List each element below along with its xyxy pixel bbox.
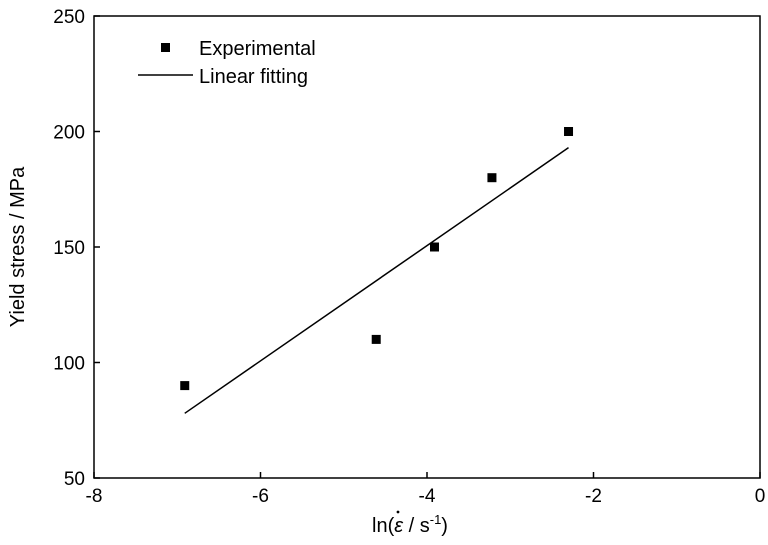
experimental-data-point bbox=[371, 334, 381, 344]
y-tick-label: 50 bbox=[64, 469, 85, 490]
x-axis-title: ln(ε / s-1) bbox=[372, 512, 448, 537]
fit-line-layer bbox=[184, 147, 569, 414]
legend-experimental-label: Experimental bbox=[199, 38, 316, 60]
y-axis-ticks: 50 100 150 200 250 bbox=[53, 7, 100, 490]
x-tick-label: -8 bbox=[86, 486, 103, 507]
x-axis-ticks: -8 -6 -4 -2 0 bbox=[86, 472, 766, 507]
y-tick-label: 250 bbox=[53, 7, 85, 28]
experimental-data-point bbox=[564, 127, 574, 136]
x-tick-label: -6 bbox=[252, 486, 269, 507]
legend-experimental-marker bbox=[161, 43, 170, 52]
plot-frame bbox=[93, 15, 761, 479]
y-tick-label: 100 bbox=[53, 354, 85, 375]
experimental-data-point bbox=[180, 381, 190, 391]
experimental-points-layer bbox=[180, 127, 574, 391]
x-tick-label: 0 bbox=[755, 486, 766, 507]
x-axis-title-symbol: ε bbox=[394, 515, 404, 537]
y-axis-title: Yield stress / MPa bbox=[7, 166, 29, 327]
x-tick-label: -4 bbox=[419, 486, 436, 507]
x-axis-title-suffix: ) bbox=[441, 515, 448, 537]
linear-fitting-line bbox=[184, 147, 569, 414]
experimental-data-point bbox=[429, 242, 439, 252]
x-tick-label: -2 bbox=[585, 486, 602, 507]
legend: Experimental Linear fitting bbox=[138, 38, 316, 88]
y-tick-label: 150 bbox=[53, 238, 85, 259]
x-axis-title-middle: / s bbox=[403, 515, 430, 537]
y-tick-label: 200 bbox=[53, 123, 85, 144]
experimental-data-point bbox=[487, 173, 497, 183]
x-axis-title-strain-rate-dot bbox=[396, 510, 400, 514]
legend-linear-fitting-label: Linear fitting bbox=[199, 66, 308, 88]
x-axis-title-superscript: -1 bbox=[430, 512, 442, 527]
x-axis-title-prefix: ln( bbox=[372, 515, 395, 537]
